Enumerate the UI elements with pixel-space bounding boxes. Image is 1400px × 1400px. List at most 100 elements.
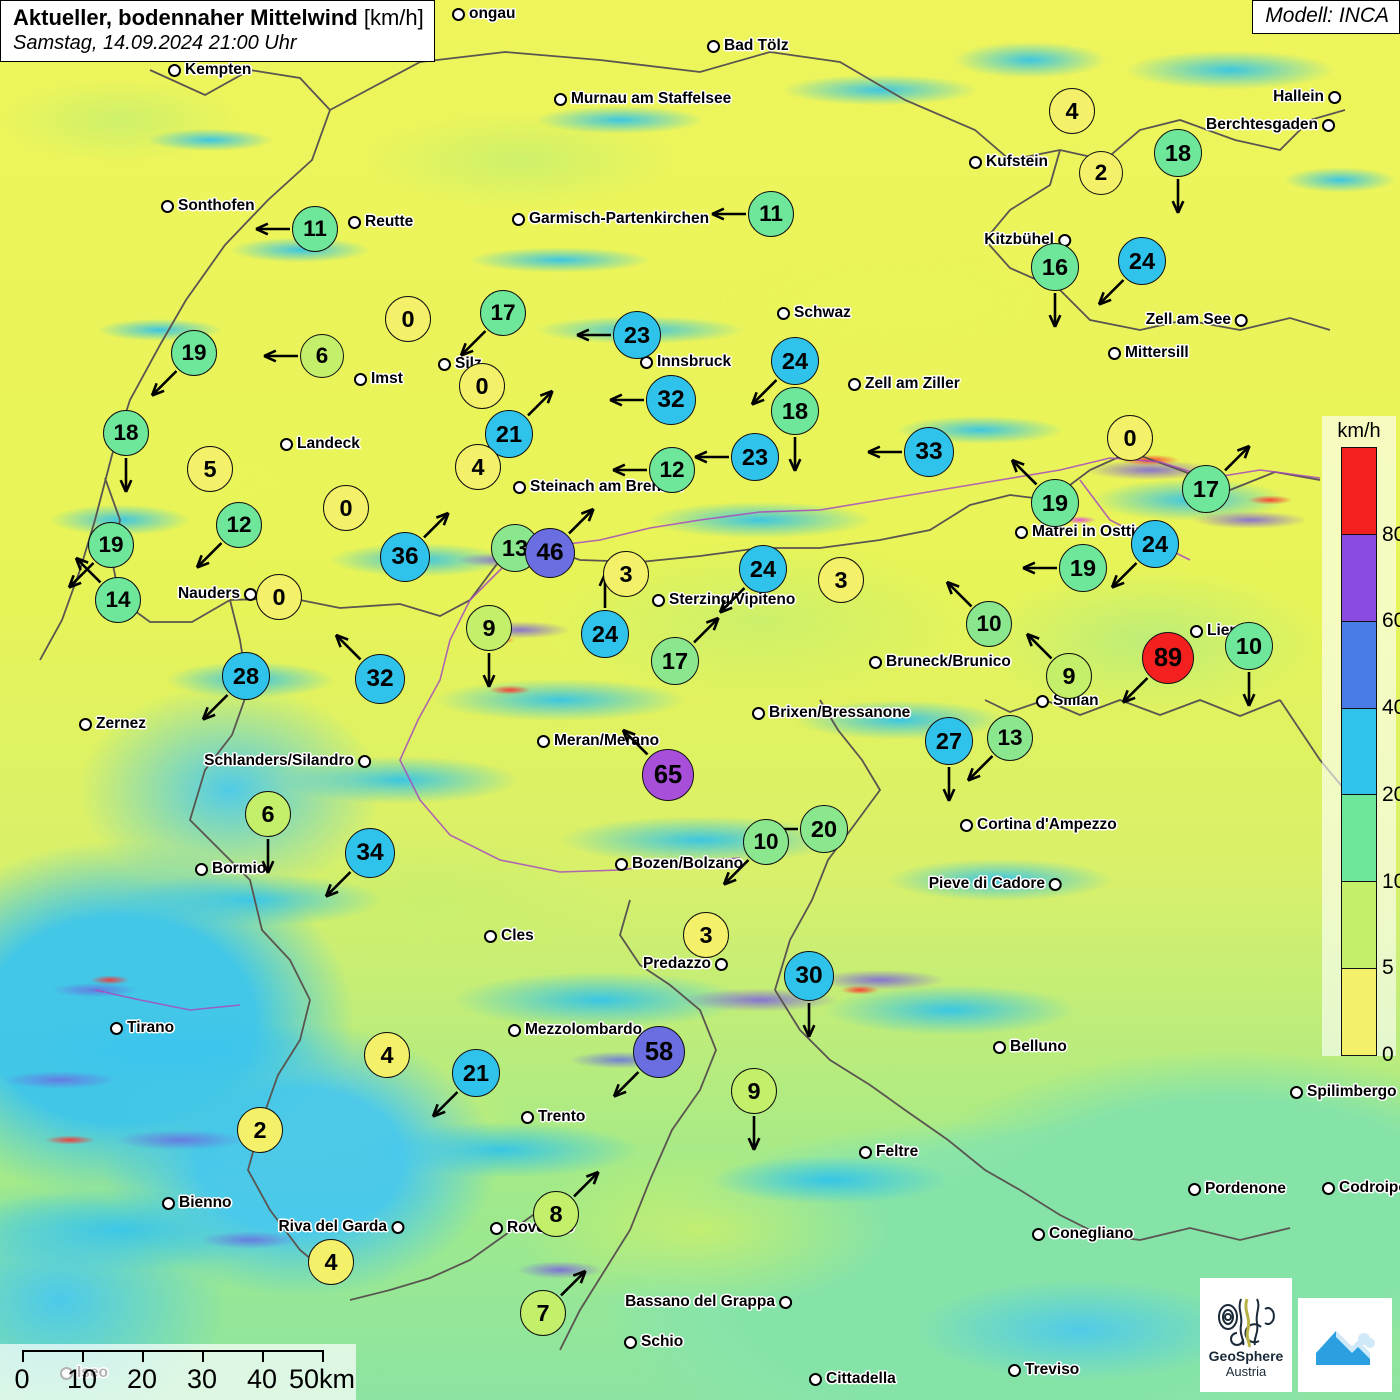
station-marker[interactable]: 34	[345, 828, 395, 878]
city-name: Sterzing/Vipiteno	[669, 591, 796, 608]
city-name: Reutte	[365, 213, 414, 230]
station-marker[interactable]: 58	[633, 1026, 685, 1078]
station-marker[interactable]: 17	[1182, 465, 1230, 513]
page-title: Aktueller, bodennaher Mittelwind [km/h]	[13, 5, 424, 31]
station-marker[interactable]: 27	[925, 717, 973, 765]
city-name: Bozen/Bolzano	[632, 855, 744, 872]
station-marker[interactable]: 4	[455, 444, 501, 490]
station-marker[interactable]: 46	[525, 528, 575, 578]
legend-tick-5: 5	[1382, 956, 1394, 980]
city-marker-dot	[1188, 1182, 1201, 1196]
city-name: Kempten	[185, 61, 252, 78]
city-name: Kitzbühel	[984, 231, 1054, 248]
city-label: Innsbruck	[640, 353, 731, 371]
station-marker[interactable]: 24	[581, 610, 629, 658]
city-name: Meran/Merano	[554, 732, 660, 749]
city-label: Matrei in Osttirol	[1015, 523, 1155, 541]
city-marker-dot	[1190, 624, 1203, 638]
geosphere-mark-icon	[1218, 1298, 1275, 1348]
city-name: Cittadella	[826, 1370, 896, 1387]
legend-band-2	[1342, 620, 1376, 708]
station-marker[interactable]: 7	[520, 1290, 566, 1336]
station-marker[interactable]: 17	[480, 290, 526, 336]
city-marker-dot	[779, 1295, 792, 1309]
city-name: Bienno	[179, 1194, 232, 1211]
station-marker[interactable]: 16	[1031, 243, 1079, 291]
station-marker[interactable]: 0	[385, 296, 431, 342]
city-marker-dot	[484, 929, 497, 943]
station-marker[interactable]: 33	[904, 427, 954, 477]
station-marker[interactable]: 30	[784, 951, 834, 1001]
station-marker[interactable]: 2	[1079, 151, 1123, 195]
station-marker[interactable]: 65	[642, 749, 694, 801]
city-marker-dot	[1322, 118, 1335, 132]
city-marker-dot	[715, 957, 728, 971]
station-marker[interactable]: 2	[237, 1107, 283, 1153]
station-marker[interactable]: 3	[818, 557, 864, 603]
city-name: Brixen/Bressanone	[769, 704, 911, 721]
city-marker-dot	[438, 357, 451, 371]
station-marker[interactable]: 11	[748, 191, 794, 237]
station-marker[interactable]: 19	[171, 330, 217, 376]
city-label: Coneglianο	[1032, 1225, 1133, 1243]
station-marker[interactable]: 36	[380, 532, 430, 582]
station-marker[interactable]: 32	[646, 375, 696, 425]
station-marker[interactable]: 4	[364, 1032, 410, 1078]
station-marker[interactable]: 14	[95, 577, 141, 623]
station-marker[interactable]: 4	[1049, 88, 1095, 134]
station-marker[interactable]: 12	[216, 502, 262, 548]
station-marker[interactable]: 0	[459, 363, 505, 409]
station-marker[interactable]: 24	[739, 545, 787, 593]
station-marker[interactable]: 20	[800, 805, 848, 853]
city-label: Cittadella	[809, 1370, 896, 1388]
city-label: Schio	[624, 1333, 683, 1351]
station-marker[interactable]: 0	[323, 485, 369, 531]
station-marker[interactable]: 3	[683, 912, 729, 958]
city-name: Predazzo	[642, 955, 711, 972]
city-marker-dot	[244, 587, 257, 601]
station-marker[interactable]: 18	[103, 410, 149, 456]
station-marker[interactable]: 21	[452, 1049, 500, 1097]
city-label: Cles	[484, 927, 534, 945]
station-marker[interactable]: 10	[1225, 622, 1273, 670]
station-marker[interactable]: 11	[292, 206, 338, 252]
city-name: Trento	[538, 1108, 586, 1125]
city-marker-dot	[1235, 313, 1248, 327]
station-marker[interactable]: 0	[256, 574, 302, 620]
station-marker[interactable]: 17	[651, 637, 699, 685]
station-marker[interactable]: 8	[533, 1191, 579, 1237]
station-marker[interactable]: 18	[771, 387, 819, 435]
city-label: Zell am Ziller	[848, 375, 960, 393]
station-marker[interactable]: 28	[222, 652, 270, 700]
station-marker[interactable]: 18	[1154, 129, 1202, 177]
station-marker[interactable]: 32	[355, 654, 405, 704]
station-marker[interactable]: 5	[187, 446, 233, 492]
city-marker-dot	[513, 480, 526, 494]
station-marker[interactable]: 23	[613, 311, 661, 359]
station-marker[interactable]: 13	[987, 715, 1033, 761]
station-marker[interactable]: 19	[88, 522, 134, 568]
station-marker[interactable]: 4	[308, 1239, 354, 1285]
station-marker[interactable]: 6	[245, 791, 291, 837]
station-marker[interactable]: 6	[300, 334, 344, 378]
station-marker[interactable]: 9	[466, 605, 512, 651]
station-marker[interactable]: 3	[603, 551, 649, 597]
station-marker[interactable]: 9	[1046, 653, 1092, 699]
station-marker[interactable]: 19	[1059, 544, 1107, 592]
station-marker[interactable]: 24	[1131, 520, 1179, 568]
city-name: Innsbruck	[657, 353, 732, 370]
station-marker[interactable]: 10	[743, 819, 789, 865]
station-marker[interactable]: 23	[731, 433, 779, 481]
station-marker[interactable]: 10	[966, 601, 1012, 647]
station-marker[interactable]: 12	[649, 447, 695, 493]
station-marker[interactable]: 19	[1031, 479, 1079, 527]
city-label: Mezzolombardo	[508, 1021, 642, 1039]
station-marker[interactable]: 24	[1118, 237, 1166, 285]
city-name: Bad Tölz	[724, 37, 789, 54]
station-marker[interactable]: 24	[771, 337, 819, 385]
station-marker[interactable]: 9	[731, 1068, 777, 1114]
city-name: Zell am Ziller	[865, 375, 960, 392]
city-marker-dot	[1008, 1363, 1021, 1377]
station-marker[interactable]: 0	[1107, 415, 1153, 461]
station-marker[interactable]: 89	[1142, 632, 1194, 684]
